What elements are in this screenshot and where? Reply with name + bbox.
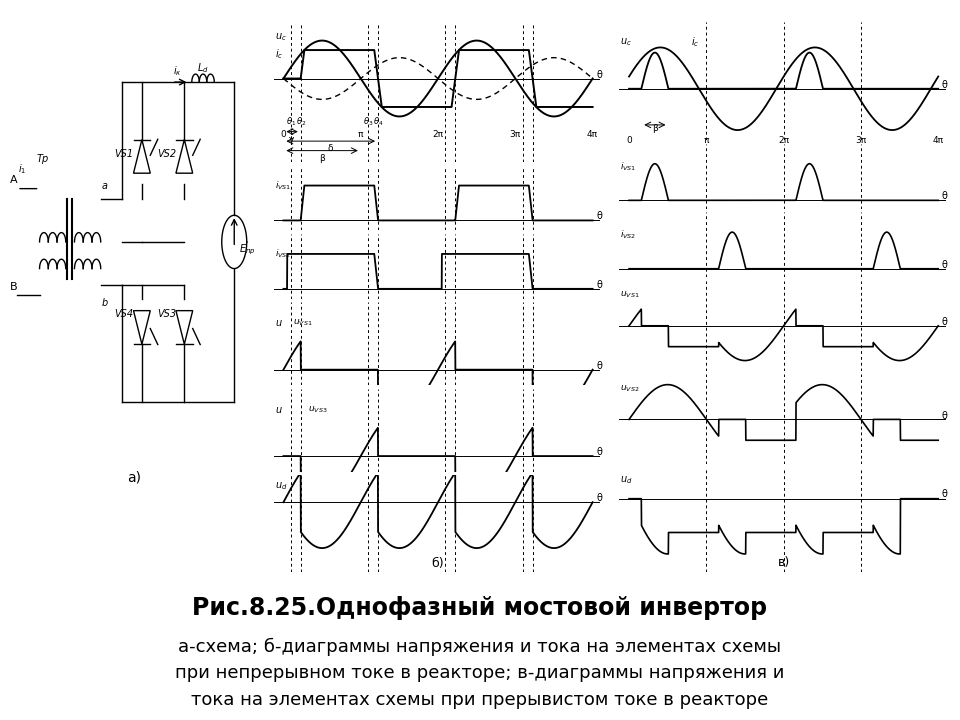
Text: θ: θ <box>942 80 948 90</box>
Text: θ: θ <box>942 410 948 420</box>
Text: $i_к$: $i_к$ <box>173 64 181 78</box>
Text: 3π: 3π <box>855 136 867 145</box>
Text: $i_c$: $i_c$ <box>690 35 699 49</box>
Text: $u_d$: $u_d$ <box>620 474 633 486</box>
Text: $E_{пр}$: $E_{пр}$ <box>239 243 255 257</box>
Text: VS2: VS2 <box>156 148 176 158</box>
Text: δ: δ <box>328 144 333 153</box>
Text: β: β <box>320 153 325 163</box>
Text: 4π: 4π <box>933 136 944 145</box>
Text: Tp: Tp <box>37 154 49 164</box>
Text: 2π: 2π <box>778 136 789 145</box>
Text: $u$: $u$ <box>275 318 282 328</box>
Text: 3π: 3π <box>510 130 521 139</box>
Text: θ: θ <box>942 260 948 269</box>
Text: $L_d$: $L_d$ <box>197 61 208 75</box>
Text: 4π: 4π <box>588 130 598 139</box>
Text: $i_c$: $i_c$ <box>275 47 283 60</box>
Text: $u_{VS1}$: $u_{VS1}$ <box>620 290 640 300</box>
Text: θ: θ <box>942 490 948 500</box>
Text: π: π <box>358 130 364 139</box>
Text: $θ_1$: $θ_1$ <box>286 115 297 127</box>
Text: a: a <box>102 181 108 191</box>
Text: $θ_3$: $θ_3$ <box>364 115 373 127</box>
Text: θ: θ <box>596 70 602 80</box>
Text: а-схема; б-диаграммы напряжения и тока на элементах схемы
при непрерывном токе в: а-схема; б-диаграммы напряжения и тока н… <box>176 638 784 708</box>
Text: $θ_4$: $θ_4$ <box>373 115 384 127</box>
Text: $i_1$: $i_1$ <box>18 163 27 176</box>
Text: в): в) <box>778 557 790 570</box>
Text: VS1: VS1 <box>114 148 133 158</box>
Text: $u_{VS3}$: $u_{VS3}$ <box>308 404 327 415</box>
Text: π: π <box>704 136 709 145</box>
Text: Рис.8.25.Однофазный мостовой инвертор: Рис.8.25.Однофазный мостовой инвертор <box>192 596 768 621</box>
Text: $u_{VS1}$: $u_{VS1}$ <box>294 318 313 328</box>
Text: 0: 0 <box>626 136 632 145</box>
Text: VS4: VS4 <box>114 308 133 318</box>
Text: γ: γ <box>289 135 295 144</box>
Text: θ: θ <box>942 192 948 201</box>
Text: 0: 0 <box>280 130 286 139</box>
Text: A: A <box>10 175 17 185</box>
Text: 2π: 2π <box>432 130 444 139</box>
Text: $i_{VS1}$: $i_{VS1}$ <box>620 161 636 173</box>
Text: θ: θ <box>596 493 602 503</box>
Text: $i_{VS2}$: $i_{VS2}$ <box>275 248 291 260</box>
Text: β: β <box>652 124 658 133</box>
Text: B: B <box>10 282 17 292</box>
Text: θ: θ <box>942 317 948 327</box>
Text: $i_{VS2}$: $i_{VS2}$ <box>620 229 636 241</box>
Text: $i_{VS1}$: $i_{VS1}$ <box>275 179 291 192</box>
Text: VS3: VS3 <box>156 308 176 318</box>
Text: б): б) <box>432 557 444 570</box>
Text: $u_d$: $u_d$ <box>275 480 287 492</box>
Text: а): а) <box>128 471 141 485</box>
Text: θ: θ <box>596 280 602 290</box>
Text: b: b <box>102 298 108 308</box>
Text: $u$: $u$ <box>275 405 282 415</box>
Text: $θ_2$: $θ_2$ <box>296 115 306 127</box>
Text: θ: θ <box>596 361 602 371</box>
Text: θ: θ <box>596 212 602 222</box>
Text: θ: θ <box>596 447 602 457</box>
Text: $u_c$: $u_c$ <box>275 31 287 42</box>
Text: $u_{VS2}$: $u_{VS2}$ <box>620 384 640 394</box>
Text: $u_c$: $u_c$ <box>620 37 633 48</box>
